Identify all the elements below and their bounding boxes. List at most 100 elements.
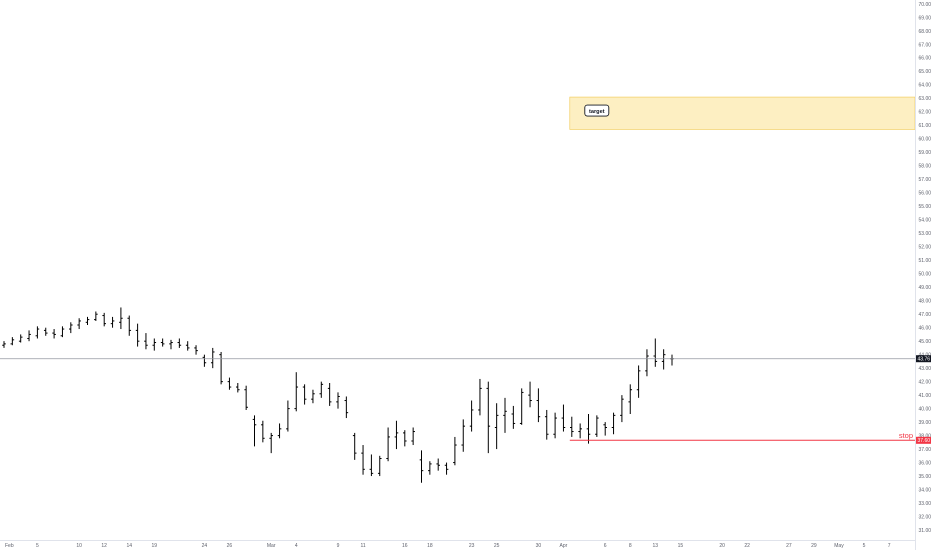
ohlc-bar (202, 354, 207, 367)
price-tick-label: 37.00 (919, 447, 932, 453)
ohlc-bar (210, 347, 215, 369)
time-tick-label: 11 (360, 543, 365, 549)
price-tick-label: 57.00 (919, 177, 932, 183)
time-tick-label: 5 (863, 543, 866, 549)
time-tick-label: Apr (560, 543, 568, 549)
ohlc-bar (18, 334, 23, 343)
ohlc-bar (144, 333, 148, 350)
price-tick-label: 39.00 (919, 420, 932, 426)
ohlc-bar (236, 382, 240, 393)
price-tick-label: 59.00 (919, 150, 932, 156)
ohlc-bar (69, 322, 73, 334)
stop-label: stop (899, 431, 913, 440)
ohlc-bar (469, 400, 474, 432)
ohlc-bar (244, 385, 248, 410)
price-tick-label: 68.00 (919, 29, 932, 35)
ohlc-bar (578, 423, 582, 439)
ohlc-bar (645, 349, 649, 377)
price-axis[interactable]: 31.00 32.00 33.00 34.00 35.00 36.00 37.00 38.00… (915, 0, 932, 550)
ohlc-bar (60, 326, 65, 338)
target-zone[interactable] (569, 96, 916, 130)
ohlc-bar (252, 415, 257, 447)
target-label: target (584, 104, 610, 117)
ohlc-bar (85, 316, 90, 325)
ohlc-bar (603, 422, 607, 436)
price-tick-label: 38.00 (919, 433, 932, 439)
ohlc-bar (177, 338, 182, 348)
price-tick-label: 34.00 (919, 487, 932, 493)
ohlc-bar (185, 341, 190, 351)
price-tick-label: 55.00 (919, 204, 932, 210)
ohlc-bar (503, 397, 507, 433)
ohlc-bar (94, 311, 98, 321)
price-tick-label: 67.00 (919, 42, 932, 48)
price-tick-label: 32.00 (919, 514, 932, 520)
price-tick-label: 64.00 (919, 83, 932, 89)
zones-layer: target (569, 96, 916, 130)
ohlc-bar (2, 341, 6, 348)
ohlc-bar (261, 420, 265, 443)
time-tick-label: Mar (267, 543, 276, 549)
ohlc-bar (227, 377, 232, 390)
ohlc-bar (478, 378, 482, 416)
time-tick-label: 9 (337, 543, 340, 549)
ohlc-bar (336, 392, 340, 409)
ohlc-bar (620, 395, 624, 423)
ohlc-bar (35, 326, 40, 339)
ohlc-bar (486, 381, 491, 454)
price-tick-label: 56.00 (919, 191, 932, 197)
ohlc-bar (327, 382, 332, 406)
ohlc-bar (10, 337, 15, 346)
ohlc-bar (628, 384, 633, 415)
time-tick-label: 6 (604, 543, 607, 549)
price-tick-label: 63.00 (919, 96, 932, 102)
ohlc-bar (219, 351, 223, 385)
price-tick-label: 69.00 (919, 15, 932, 21)
ohlc-bar (670, 354, 674, 366)
price-tick-label: 46.00 (919, 325, 932, 331)
ohlc-bar (377, 455, 382, 477)
time-tick-label: Feb (5, 543, 14, 549)
price-tick-label: 36.00 (919, 460, 932, 466)
ohlc-bar (419, 450, 424, 483)
time-tick-label: 15 (678, 543, 684, 549)
price-tick-label: 35.00 (919, 474, 932, 480)
ohlc-bar (269, 432, 273, 454)
stop-price-badge-box (916, 436, 931, 444)
price-tick-label: 53.00 (919, 231, 932, 237)
ohlc-bar (653, 338, 658, 367)
price-tick-label: 51.00 (919, 258, 932, 264)
price-tick-label: 58.00 (919, 164, 932, 170)
overlays-layer: stop (0, 358, 915, 441)
time-tick-label: 8 (629, 543, 632, 549)
price-tick-label: 33.00 (919, 501, 932, 507)
ohlc-bar (595, 415, 599, 437)
time-tick-label: 5 (36, 543, 39, 549)
ohlc-bar (152, 338, 157, 351)
ohlc-bar (511, 405, 516, 429)
ohlc-bar (570, 416, 574, 437)
time-axis[interactable]: Feb 5 10 12 14 19 24 26 Mar 4 9 11 16 18 23 25 30 Apr 6 8 13… (0, 540, 915, 550)
ohlc-bar (369, 454, 374, 477)
time-tick-label: 29 (811, 543, 817, 549)
time-tick-label: 30 (536, 543, 542, 549)
price-tick-label: 66.00 (919, 56, 932, 62)
time-tick-label: 14 (126, 543, 132, 549)
ohlc-bar (386, 427, 390, 462)
ohlc-bar (286, 400, 290, 432)
time-tick-label: 24 (202, 543, 208, 549)
price-tick-label: 65.00 (919, 69, 932, 75)
price-tick-label: 45.00 (919, 339, 932, 345)
price-tick-label: 49.00 (919, 285, 932, 291)
time-tick-label: 19 (152, 543, 158, 549)
time-tick-label: 27 (786, 543, 792, 549)
ohlc-bar (194, 345, 198, 355)
ohlc-bar (561, 404, 566, 432)
ohlc-bar (611, 412, 616, 435)
ohlc-bar (160, 338, 165, 347)
price-tick-label: 47.00 (919, 312, 932, 318)
ohlc-bar (528, 381, 532, 408)
ohlc-bar (494, 403, 499, 450)
